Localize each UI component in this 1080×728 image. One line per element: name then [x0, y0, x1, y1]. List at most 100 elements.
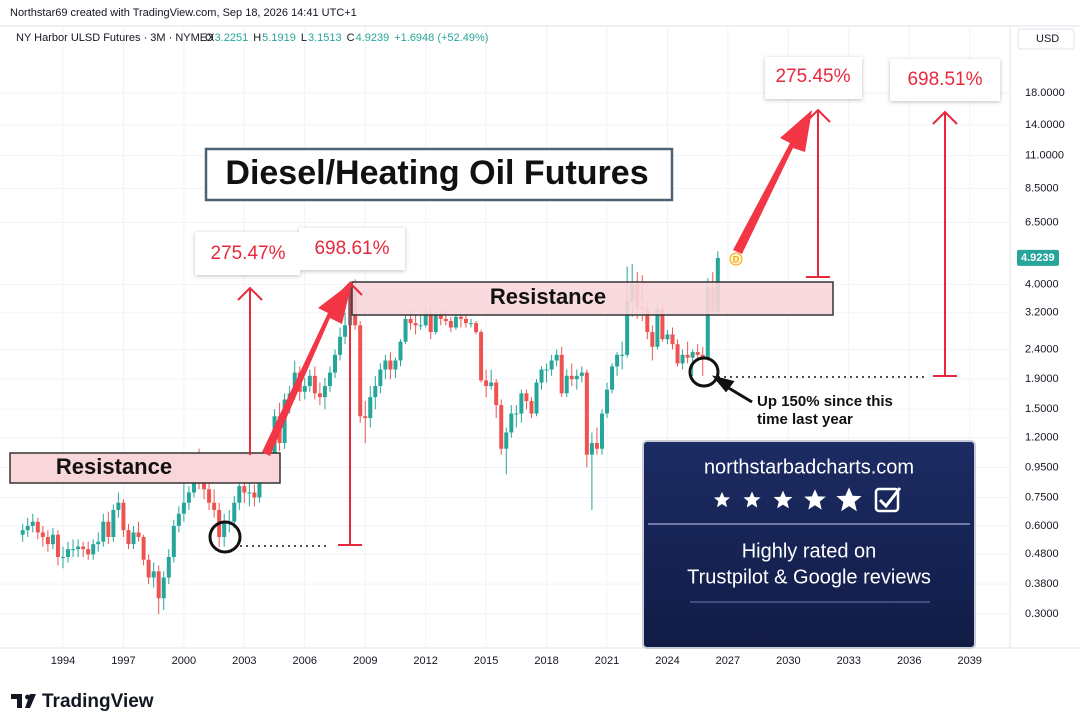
- y-tick-label: 0.4800: [1025, 548, 1059, 560]
- resistance-zone: [351, 281, 834, 316]
- candle-body: [670, 334, 675, 345]
- candle-body: [605, 389, 610, 414]
- candle-body: [25, 525, 30, 531]
- candle-body: [232, 502, 237, 522]
- y-tick-label: 11.0000: [1025, 149, 1064, 161]
- x-tick-label: 2006: [293, 655, 317, 667]
- candle-body: [91, 544, 96, 555]
- y-tick-label: 0.3800: [1025, 578, 1059, 590]
- percent-label: 275.45%: [775, 66, 850, 87]
- candle-body: [620, 354, 625, 356]
- candle-body: [433, 314, 438, 333]
- x-tick-label: 2039: [957, 655, 981, 667]
- candle-body: [544, 369, 549, 371]
- x-tick-label: 2003: [232, 655, 256, 667]
- candle-body: [594, 443, 599, 449]
- percent-label: 275.47%: [210, 243, 285, 264]
- candle-body: [484, 380, 489, 387]
- candle-body: [327, 372, 332, 387]
- candle-body: [131, 532, 136, 545]
- label-boxes: [195, 57, 1000, 275]
- highlight-circle: [208, 520, 242, 554]
- label-box: [195, 232, 300, 275]
- candle-body: [443, 318, 448, 321]
- candle-body: [403, 318, 408, 342]
- percent-label: 698.51%: [907, 69, 982, 90]
- candle-body: [212, 502, 217, 510]
- event-marker-label: D: [733, 254, 740, 264]
- candle-body: [60, 557, 65, 559]
- x-tick-label: 2036: [897, 655, 921, 667]
- candle-body: [45, 536, 50, 545]
- annotation: time last year: [757, 411, 853, 428]
- candle-body: [700, 354, 705, 358]
- candle-body: [448, 320, 453, 328]
- brand: TradingView: [42, 691, 154, 712]
- candle-body: [680, 354, 685, 364]
- candle-body: [242, 486, 247, 493]
- candle-body: [685, 354, 690, 358]
- candle-body: [363, 416, 368, 419]
- currency-button[interactable]: [1017, 28, 1075, 50]
- symbol: NY Harbor ULSD Futures · 3M · NYMEX: [16, 32, 215, 44]
- ohlc-header: O 3.2251 H 5.1919 L 3.1513 C 4.9239 +1.6948 (+52…: [205, 32, 488, 44]
- candle-body: [71, 549, 76, 551]
- x-tick-label: 2030: [776, 655, 800, 667]
- candle-body: [35, 521, 40, 533]
- candle-body: [393, 360, 398, 370]
- candle-body: [574, 375, 579, 380]
- label-box: [299, 228, 405, 270]
- trend-arrow: [262, 282, 352, 456]
- candle-body: [584, 372, 589, 455]
- stars: [713, 487, 862, 512]
- resistance-zone: [9, 452, 281, 484]
- percent-labels: 275.47% 698.61% 275.45% 698.51%: [210, 66, 982, 264]
- candle-body: [343, 325, 348, 337]
- x-tick-label: 2015: [474, 655, 498, 667]
- candle-body: [222, 521, 227, 537]
- candle-body: [136, 532, 141, 537]
- candle-body: [675, 344, 680, 364]
- x-tick-label: 2012: [413, 655, 437, 667]
- footer-logo: TradingView: [11, 691, 154, 712]
- candle-body: [705, 287, 710, 358]
- y-tick-label: 3.2000: [1025, 307, 1059, 319]
- ad-banner: northstarbadcharts.com Highly rated on T…: [642, 440, 976, 649]
- price-label-box: [1017, 249, 1059, 266]
- event-marker[interactable]: [729, 252, 743, 266]
- y-tick-label: 2.4000: [1025, 343, 1059, 355]
- logo-dot: [25, 694, 30, 700]
- candle-body: [156, 571, 161, 599]
- candle-body: [625, 301, 630, 355]
- candle-body: [610, 366, 615, 390]
- candle-body: [660, 308, 665, 340]
- candle-body: [549, 360, 554, 370]
- candle-body: [463, 318, 468, 324]
- candle-body: [469, 323, 474, 325]
- candle-body: [655, 308, 660, 347]
- candle-body: [388, 360, 393, 370]
- candle-body: [86, 549, 91, 555]
- candle-body: [141, 536, 146, 560]
- candle-body: [474, 323, 479, 333]
- measure-line: [237, 286, 263, 455]
- y-tick-label: 8.5000: [1025, 182, 1059, 194]
- ad-site: northstarbadcharts.com: [704, 456, 914, 478]
- candle-body: [338, 336, 343, 355]
- candle-body: [524, 393, 529, 402]
- candle-body: [50, 534, 55, 545]
- candle-body: [106, 521, 111, 537]
- ohlc-value: 3.2251: [215, 32, 249, 44]
- zone-label: Resistance: [490, 284, 606, 309]
- change: +1.6948 (+52.49%): [394, 32, 488, 44]
- candle-body: [650, 332, 655, 347]
- currency: USD: [1036, 33, 1059, 45]
- candle-body: [418, 325, 423, 327]
- candle-body: [458, 316, 463, 319]
- ohlc-label: H: [253, 32, 261, 44]
- y-tick-label: 0.7500: [1025, 491, 1059, 503]
- check: [878, 487, 902, 509]
- candle-body: [645, 308, 650, 333]
- candle-body: [423, 312, 428, 326]
- percent-label: 698.61%: [314, 238, 389, 259]
